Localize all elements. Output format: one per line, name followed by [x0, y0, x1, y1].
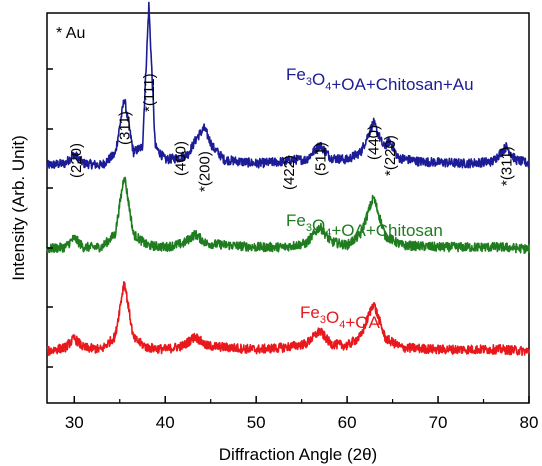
- peak-label: *(200): [196, 151, 213, 192]
- au-marker-note: * Au: [56, 25, 85, 42]
- tick-layer: 30 40 50 60 70 80: [47, 68, 539, 432]
- peak-label: (440): [366, 125, 383, 160]
- x-tick-label: 80: [520, 413, 539, 432]
- series-label-0: Fe3O4+OA+Chitosan+Au: [286, 65, 474, 94]
- series-line-1: [46, 176, 530, 254]
- series-layer: [46, 1, 530, 357]
- series-line-0: [46, 1, 530, 170]
- x-axis-label: Diffraction Angle (2θ): [219, 445, 377, 464]
- y-axis-label: Intensity (Arb. Unit): [9, 135, 28, 281]
- peak-label: *(111): [141, 73, 158, 112]
- plot-frame: [46, 12, 530, 404]
- series-line-2: [46, 281, 530, 357]
- peak-label: (400): [173, 141, 190, 176]
- peak-label: (220): [68, 143, 85, 178]
- x-tick-label: 30: [65, 413, 84, 432]
- peak-label-layer: (220) (311) *(111) (400) *(200) (422) (511) (44…: [68, 73, 515, 192]
- x-tick-label: 50: [247, 413, 266, 432]
- peak-label: (311): [116, 111, 133, 145]
- series-label-1: Fe3O4+OA+Chitosan: [286, 211, 443, 240]
- x-tick-label: 60: [338, 413, 357, 432]
- series-label-2: Fe3O4+OA: [300, 303, 380, 332]
- peak-label: (511): [313, 142, 330, 176]
- x-tick-label: 70: [429, 413, 448, 432]
- peak-label: (422): [281, 155, 298, 190]
- peak-label: *(220): [382, 135, 399, 176]
- peak-label: *(311): [498, 146, 515, 186]
- series-label-layer: Fe3O4+OA+Chitosan+Au Fe3O4+OA+Chitosan Fe3…: [286, 65, 474, 332]
- x-tick-label: 40: [156, 413, 175, 432]
